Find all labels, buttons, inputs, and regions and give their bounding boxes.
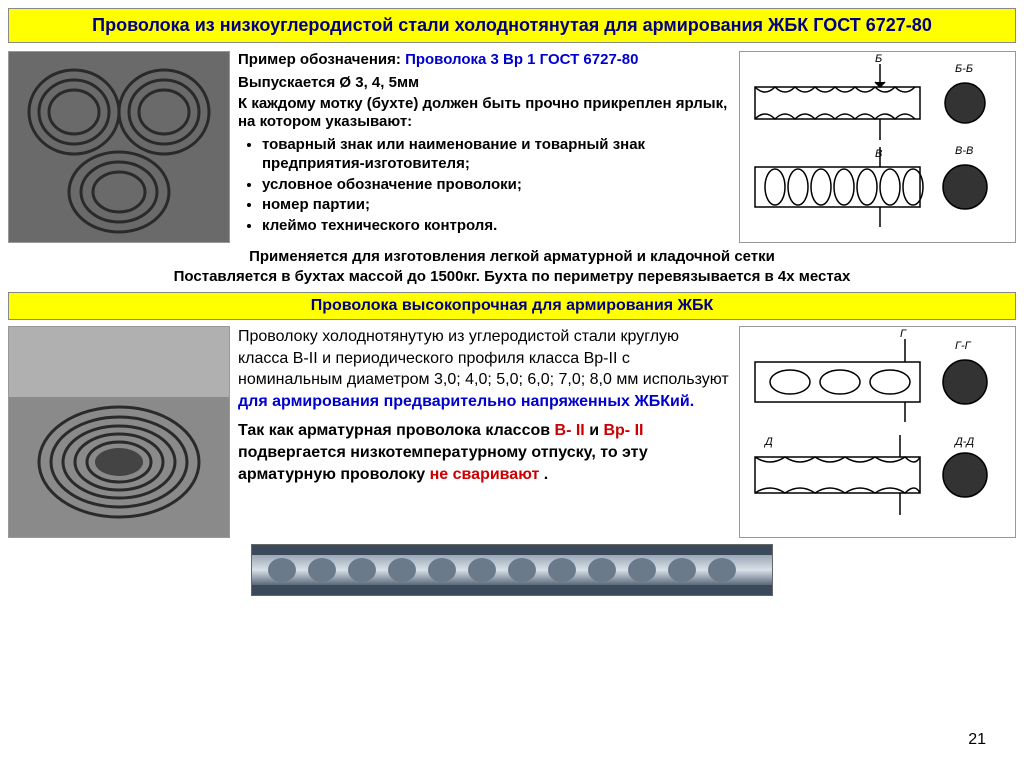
section-2-title: Проволока высокопрочная для армирования … [8, 292, 1016, 320]
mid-line-2: Поставляется в бухтах массой до 1500кг. … [8, 267, 1016, 287]
section-2-text: Проволоку холоднотянутую из углеродистой… [238, 326, 731, 538]
diameters-line: Выпускается Ø 3, 4, 5мм [238, 74, 731, 93]
s2-p1-pre: Проволоку холоднотянутую из углеродистой… [238, 328, 729, 388]
s2-p2-red1: В- II [555, 422, 585, 439]
s2-p2-b: и [589, 422, 603, 439]
s2-p2-a: Так как арматурная проволока классов [238, 422, 555, 439]
bullet: клеймо технического контроля. [262, 217, 731, 236]
page-number: 21 [968, 731, 986, 749]
bullet: условное обозначение проволоки; [262, 176, 731, 195]
s2-p1-blue: для армирования предварительно напряженн… [238, 393, 694, 410]
s2-p2-red2: Вр- II [603, 422, 643, 439]
rebar-closeup-photo [251, 544, 773, 596]
example-label: Пример обозначения: [238, 51, 405, 68]
section-1: Пример обозначения: Проволока 3 Вр 1 ГОС… [8, 51, 1016, 243]
label-intro: К каждому мотку (бухте) должен быть проч… [238, 95, 731, 133]
mid-text-block: Применяется для изготовления легкой арма… [8, 247, 1016, 286]
bullet: номер партии; [262, 196, 731, 215]
s2-p2-red3: не сваривают [430, 466, 540, 483]
svg-text:Г: Г [900, 328, 907, 340]
svg-text:В: В [875, 148, 882, 160]
section-1-text: Пример обозначения: Проволока 3 Вр 1 ГОС… [238, 51, 731, 243]
example-value: Проволока 3 Вр 1 ГОСТ 6727-80 [405, 51, 638, 68]
profile-diagram-2: Г Г-Г Д Д-Д [739, 326, 1016, 538]
profile-diagram-1: Б Б-Б В В-В [739, 51, 1016, 243]
page-title: Проволока из низкоуглеродистой стали хол… [8, 8, 1016, 43]
bullet: товарный знак или наименование и товарны… [262, 136, 731, 174]
svg-text:Г-Г: Г-Г [955, 340, 972, 352]
mid-line-1: Применяется для изготовления легкой арма… [8, 247, 1016, 267]
svg-text:Д: Д [763, 436, 773, 448]
svg-text:Б-Б: Б-Б [955, 63, 973, 75]
wire-coil-photo-2 [8, 326, 230, 538]
label-bullets: товарный знак или наименование и товарны… [238, 136, 731, 236]
section-2: Проволоку холоднотянутую из углеродистой… [8, 326, 1016, 538]
s2-p2-d: . [544, 466, 548, 483]
wire-coil-photo-1 [8, 51, 230, 243]
svg-text:В-В: В-В [955, 145, 973, 157]
svg-text:Б: Б [875, 53, 882, 65]
svg-text:Д-Д: Д-Д [953, 436, 974, 448]
